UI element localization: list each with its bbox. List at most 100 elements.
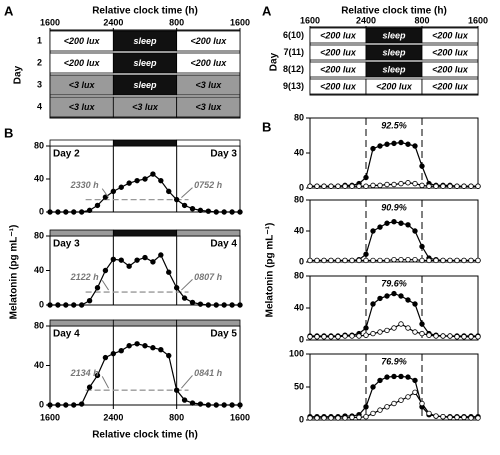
data-point — [342, 333, 348, 339]
row-label: 9(13) — [283, 81, 304, 91]
data-point — [384, 220, 390, 226]
data-point — [197, 301, 204, 307]
data-point — [370, 330, 376, 337]
x-tick-label: 2400 — [103, 412, 123, 422]
data-point — [356, 257, 362, 264]
annotation: 0752 h — [194, 180, 223, 190]
data-point — [398, 321, 404, 327]
data-point — [213, 402, 219, 408]
data-point — [454, 334, 460, 340]
data-point — [468, 257, 474, 264]
data-point — [398, 256, 404, 263]
cell-text: sleep — [133, 80, 157, 90]
data-point — [370, 182, 376, 189]
schedule-cell — [176, 74, 241, 96]
cell-text: <3 lux — [195, 80, 222, 90]
annotation: 2134 h — [70, 368, 100, 378]
y-tick-label: 40 — [294, 147, 304, 157]
annotation: 0841 h — [194, 368, 223, 378]
cell-text: sleep — [382, 64, 406, 74]
schedule-cell — [176, 96, 241, 118]
data-point — [405, 222, 411, 228]
data-point — [412, 301, 418, 307]
y-tick-label: 40 — [294, 302, 304, 312]
annotation: 76.9% — [381, 356, 407, 366]
y-tick-label: 40 — [34, 173, 44, 183]
data-point — [63, 402, 69, 408]
arrow — [181, 187, 193, 198]
y-tick-label: 100 — [289, 348, 304, 358]
cell-text: <200 lux — [320, 47, 357, 57]
data-point — [94, 202, 101, 209]
data-point — [314, 415, 320, 421]
x-tick-label: 1600 — [230, 412, 250, 422]
data-point — [419, 400, 425, 407]
schedule-y-label: Day — [13, 65, 24, 84]
x-tick-label: 800 — [414, 15, 429, 25]
data-point — [440, 333, 446, 339]
y-tick-label: 0 — [39, 399, 44, 409]
data-point — [384, 293, 390, 299]
data-point — [370, 228, 376, 234]
data-point — [189, 205, 196, 212]
data-point — [307, 257, 313, 264]
data-point — [71, 402, 77, 408]
data-point — [363, 332, 369, 338]
data-point — [189, 299, 196, 306]
data-point — [307, 334, 313, 340]
data-point — [440, 183, 446, 189]
data-point — [321, 415, 327, 421]
annotation: 2330 h — [70, 180, 100, 190]
data-point — [468, 334, 474, 340]
schedule-cell — [421, 61, 479, 78]
data-point — [166, 188, 172, 195]
panel-label: B — [4, 125, 13, 140]
schedule-y-label: Day — [269, 52, 280, 71]
data-point — [398, 220, 404, 226]
data-point — [419, 182, 425, 189]
data-point — [314, 334, 320, 340]
annotation: 0807 h — [194, 272, 223, 282]
data-point — [405, 180, 411, 186]
data-point — [142, 343, 148, 349]
annotation: Day 4 — [53, 329, 80, 340]
data-point — [419, 163, 425, 169]
data-point — [391, 373, 397, 380]
cell-text: <200 lux — [64, 58, 101, 68]
data-point — [314, 183, 320, 189]
data-point — [384, 327, 390, 334]
data-point — [412, 377, 418, 384]
data-point — [468, 183, 474, 189]
data-point — [94, 372, 101, 379]
schedule-cell — [421, 78, 479, 95]
y-axis-label: Melatonin (pg mL⁻¹) — [9, 225, 20, 320]
data-point — [447, 183, 453, 189]
data-point — [189, 400, 196, 406]
annotation: 92.5% — [381, 120, 407, 130]
data-point — [363, 257, 369, 264]
data-point — [405, 297, 411, 303]
data-point — [412, 329, 418, 335]
data-point — [461, 257, 467, 264]
data-point — [213, 209, 219, 215]
data-point — [197, 401, 204, 407]
data-point — [391, 218, 397, 225]
x-tick-label: 2400 — [103, 17, 123, 27]
data-point — [78, 209, 85, 215]
data-point — [158, 177, 164, 184]
cell-text: <200 lux — [190, 36, 227, 46]
panel-label: A — [262, 3, 272, 18]
data-point — [173, 196, 180, 203]
cell-text: <200 lux — [64, 36, 101, 46]
data-point — [384, 141, 390, 147]
data-point — [349, 333, 355, 339]
data-point — [78, 401, 85, 407]
data-point — [377, 329, 383, 335]
data-point — [419, 257, 425, 264]
data-point — [47, 302, 53, 308]
cell-text: sleep — [133, 58, 157, 68]
data-point — [405, 141, 411, 147]
panel-label: A — [4, 3, 14, 18]
row-label: 1 — [37, 35, 42, 45]
